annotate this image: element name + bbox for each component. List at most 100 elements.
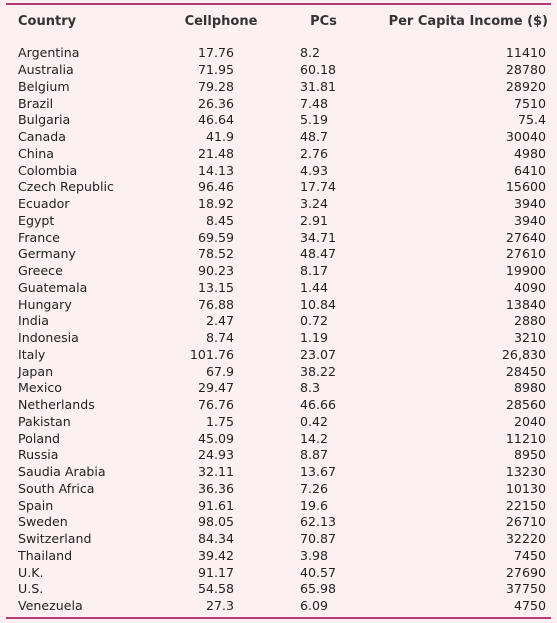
header-cellphone: Cellphone (184, 14, 258, 29)
pcs-cell: 48.7 (300, 129, 329, 145)
pcs-cell: 4.93 (300, 162, 329, 178)
cellphone-cell: 91.17 (197, 564, 234, 580)
pcs-cell: 23.07 (300, 346, 337, 362)
table-row: South Africa 36.36 7.26 10130 (18, 481, 548, 498)
table-row: Bulgaria 46.64 5.19 75.4 (18, 112, 548, 129)
income-cell: 7450 (513, 547, 546, 563)
pcs-cell: 8.87 (300, 447, 329, 463)
table-row: Canada 41.9 48.7 30040 (18, 129, 548, 146)
income-cell: 27640 (505, 229, 546, 245)
cellphone-cell: 17.76 (197, 45, 234, 61)
cellphone-cell: 41.9 (205, 129, 234, 145)
table-row: Ecuador 18.92 3.24 3940 (18, 196, 548, 213)
table-row: Indonesia 8.74 1.19 3210 (18, 330, 548, 347)
cellphone-cell: 69.59 (197, 229, 234, 245)
table-row: Venezuela 27.3 6.09 4750 (18, 598, 548, 615)
income-cell: 28560 (505, 397, 546, 413)
pcs-cell: 13.67 (300, 464, 337, 480)
table-row: Czech Republic 96.46 17.74 15600 (18, 179, 548, 196)
income-cell: 13230 (505, 464, 546, 480)
income-cell: 22150 (505, 497, 546, 513)
income-cell: 2040 (513, 413, 546, 429)
income-cell: 7510 (513, 95, 546, 111)
cellphone-cell: 27.3 (205, 598, 234, 614)
table-row: Australia 71.95 60.18 28780 (18, 62, 548, 79)
cellphone-cell: 76.76 (197, 397, 234, 413)
table-row: Sweden 98.05 62.13 26710 (18, 514, 548, 531)
table-row: Spain 91.61 19.6 22150 (18, 497, 548, 514)
pcs-cell: 2.76 (300, 145, 329, 161)
country-cell: Spain (18, 497, 54, 513)
income-cell: 2880 (513, 313, 546, 329)
table-row: Russia 24.93 8.87 8950 (18, 447, 548, 464)
country-cell: Venezuela (18, 598, 83, 614)
pcs-cell: 0.72 (300, 313, 329, 329)
cellphone-cell: 79.28 (197, 78, 234, 94)
pcs-cell: 3.98 (300, 547, 329, 563)
country-cell: Colombia (18, 162, 78, 178)
pcs-cell: 65.98 (300, 581, 337, 597)
cellphone-cell: 67.9 (205, 363, 234, 379)
table-row: Egypt 8.45 2.91 3940 (18, 213, 548, 230)
header-row: Country Cellphone PCs Per Capita Income … (18, 9, 548, 41)
country-cell: Pakistan (18, 413, 71, 429)
pcs-cell: 1.19 (300, 330, 329, 346)
cellphone-cell: 54.58 (197, 581, 234, 597)
table-row: Netherlands 76.76 46.66 28560 (18, 397, 548, 414)
country-cell: Mexico (18, 380, 62, 396)
country-cell: Czech Republic (18, 179, 114, 195)
country-cell: Switzerland (18, 531, 92, 547)
country-cell: Japan (18, 363, 54, 379)
cellphone-cell: 29.47 (197, 380, 234, 396)
table-row: U.K. 91.17 40.57 27690 (18, 564, 548, 581)
pcs-cell: 17.74 (300, 179, 337, 195)
income-cell: 75.4 (517, 112, 546, 128)
income-cell: 3210 (513, 330, 546, 346)
data-table: Country Cellphone PCs Per Capita Income … (18, 9, 548, 615)
country-cell: Argentina (18, 45, 80, 61)
table-row: China 21.48 2.76 4980 (18, 146, 548, 163)
cellphone-cell: 84.34 (197, 531, 234, 547)
country-cell: France (18, 229, 60, 245)
header-pcs: PCs (310, 14, 337, 29)
cellphone-cell: 45.09 (197, 430, 234, 446)
cellphone-cell: 98.05 (197, 514, 234, 530)
cellphone-cell: 96.46 (197, 179, 234, 195)
table-row: Poland 45.09 14.2 11210 (18, 430, 548, 447)
pcs-cell: 7.48 (300, 95, 329, 111)
country-cell: Hungary (18, 296, 72, 312)
country-cell: Poland (18, 430, 61, 446)
table-row: Belgium 79.28 31.81 28920 (18, 79, 548, 96)
header-country: Country (18, 14, 77, 29)
country-cell: U.K. (18, 564, 44, 580)
table-row: Saudia Arabia 32.11 13.67 13230 (18, 464, 548, 481)
cellphone-cell: 8.45 (205, 212, 234, 228)
cellphone-cell: 18.92 (197, 196, 234, 212)
table-row: India 2.47 0.72 2880 (18, 313, 548, 330)
pcs-cell: 34.71 (300, 229, 337, 245)
cellphone-cell: 21.48 (197, 145, 234, 161)
cellphone-cell: 32.11 (197, 464, 234, 480)
income-cell: 4980 (513, 145, 546, 161)
country-cell: Indonesia (18, 330, 79, 346)
pcs-cell: 62.13 (300, 514, 337, 530)
income-cell: 32220 (505, 531, 546, 547)
top-rule (6, 3, 551, 5)
table-header: Country Cellphone PCs Per Capita Income … (18, 9, 548, 41)
income-cell: 4750 (513, 598, 546, 614)
country-cell: Belgium (18, 78, 70, 94)
pcs-cell: 3.24 (300, 196, 329, 212)
country-cell: Thailand (18, 547, 73, 563)
income-cell: 13840 (505, 296, 546, 312)
table-row: Greece 90.23 8.17 19900 (18, 263, 548, 280)
cellphone-cell: 2.47 (205, 313, 234, 329)
bottom-rule (6, 617, 551, 619)
pcs-cell: 0.42 (300, 413, 329, 429)
table-row: Pakistan 1.75 0.42 2040 (18, 414, 548, 431)
country-cell: Egypt (18, 212, 55, 228)
header-income: Per Capita Income ($) (388, 14, 548, 29)
pcs-cell: 60.18 (300, 62, 337, 78)
pcs-cell: 1.44 (300, 279, 329, 295)
pcs-cell: 19.6 (300, 497, 329, 513)
cellphone-cell: 24.93 (197, 447, 234, 463)
